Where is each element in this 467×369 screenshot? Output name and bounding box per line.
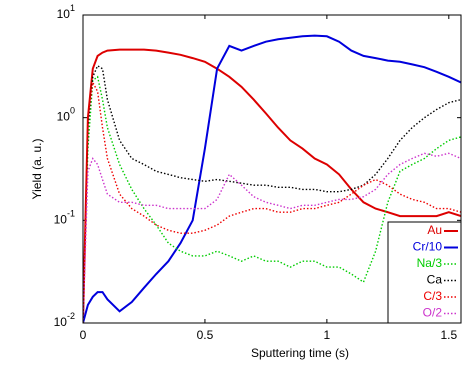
legend-label: Au (427, 223, 442, 237)
series-line (83, 75, 461, 323)
y-tick-label: 10-1 (54, 209, 75, 227)
x-tick-label: 0 (80, 328, 87, 342)
legend-label: Cr/10 (413, 240, 443, 254)
x-tick-label: 1 (324, 328, 331, 342)
legend-label: C/3 (423, 289, 442, 303)
legend-label: Na/3 (417, 256, 443, 270)
legend-label: O/2 (423, 306, 443, 320)
series-line (83, 34, 461, 323)
y-tick-base: 10 (54, 315, 68, 329)
y-tick-exponent: 1 (70, 3, 75, 13)
x-tick-label: 1.5 (440, 328, 457, 342)
y-tick-base: 10 (57, 110, 71, 124)
y-axis-label: Yield (a. u.) (30, 139, 44, 200)
legend-box (387, 221, 462, 324)
y-tick-exponent: -2 (67, 311, 75, 321)
y-tick-label: 101 (57, 3, 75, 21)
y-tick-label: 100 (57, 106, 75, 124)
y-tick-exponent: 0 (70, 106, 75, 116)
legend-label: Ca (427, 273, 443, 287)
x-tick-label: 0.5 (197, 328, 214, 342)
y-tick-base: 10 (54, 213, 68, 227)
series-line (83, 152, 461, 323)
y-tick-label: 10-2 (54, 311, 75, 329)
y-tick-base: 10 (57, 7, 71, 21)
series-line (83, 64, 461, 323)
x-axis-label: Sputtering time (s) (251, 346, 349, 360)
series-line (83, 48, 461, 323)
series-line (83, 80, 461, 323)
y-tick-exponent: -1 (67, 209, 75, 219)
plot-frame (82, 14, 462, 324)
